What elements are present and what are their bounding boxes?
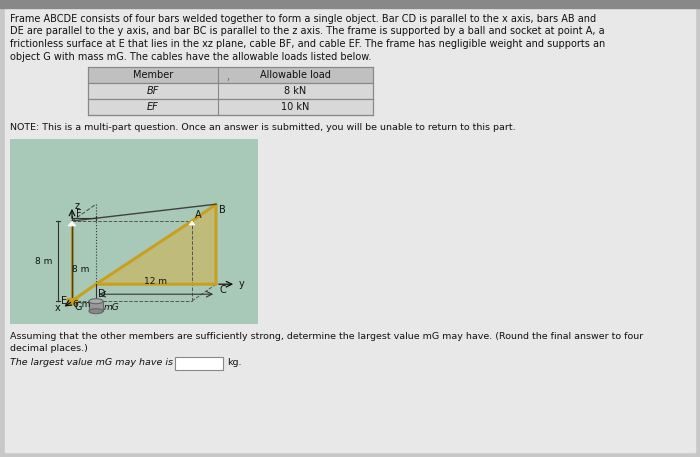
Text: 12 m: 12 m	[144, 277, 167, 286]
Bar	[88, 83, 373, 99]
Text: Allowable load: Allowable load	[260, 70, 331, 80]
Text: Assuming that the other members are sufficiently strong, determine the largest v: Assuming that the other members are suff…	[10, 332, 643, 341]
Text: 10 kN: 10 kN	[281, 102, 309, 112]
Text: 8 m: 8 m	[34, 256, 52, 266]
Text: object G with mass mG. The cables have the allowable loads listed below.: object G with mass mG. The cables have t…	[10, 52, 372, 62]
Text: y: y	[239, 279, 245, 289]
Text: DE are parallel to the y axis, and bar BC is parallel to the z axis. The frame i: DE are parallel to the y axis, and bar B…	[10, 27, 605, 37]
Bar	[0, 0, 700, 8]
Text: decimal places.): decimal places.)	[10, 344, 88, 353]
Bar	[175, 357, 223, 370]
Bar	[10, 139, 258, 324]
Polygon shape	[189, 221, 195, 225]
Text: Frame ABCDE consists of four bars welded together to form a single object. Bar C: Frame ABCDE consists of four bars welded…	[10, 14, 596, 24]
Text: frictionless surface at E that lies in the xz plane, cable BF, and cable EF. The: frictionless surface at E that lies in t…	[10, 39, 605, 49]
Text: F: F	[76, 209, 82, 219]
Text: mG: mG	[104, 303, 120, 312]
Text: x: x	[55, 303, 60, 313]
Bar	[88, 67, 373, 83]
Text: C: C	[219, 285, 225, 295]
Bar	[88, 99, 373, 115]
Polygon shape	[67, 298, 77, 304]
Text: D: D	[98, 289, 106, 299]
Polygon shape	[96, 204, 216, 284]
Text: BF: BF	[147, 86, 159, 96]
Text: A: A	[195, 210, 202, 220]
Text: Member: Member	[133, 70, 173, 80]
Text: E: E	[61, 296, 67, 306]
Text: 8 kN: 8 kN	[284, 86, 307, 96]
Bar	[89, 301, 103, 311]
Ellipse shape	[89, 299, 103, 304]
Text: G: G	[74, 302, 82, 312]
Text: B: B	[219, 205, 225, 215]
Text: 8 m: 8 m	[71, 265, 89, 273]
Text: EF: EF	[147, 102, 159, 112]
Text: z: z	[75, 201, 80, 211]
Polygon shape	[68, 221, 76, 226]
Text: NOTE: This is a multi-part question. Once an answer is submitted, you will be un: NOTE: This is a multi-part question. Onc…	[10, 123, 516, 132]
Text: kg.: kg.	[227, 358, 242, 367]
Text: 6 m: 6 m	[74, 300, 91, 308]
Text: The largest value mG may have is: The largest value mG may have is	[10, 358, 173, 367]
Text: ,: ,	[226, 72, 229, 82]
Ellipse shape	[89, 308, 103, 314]
